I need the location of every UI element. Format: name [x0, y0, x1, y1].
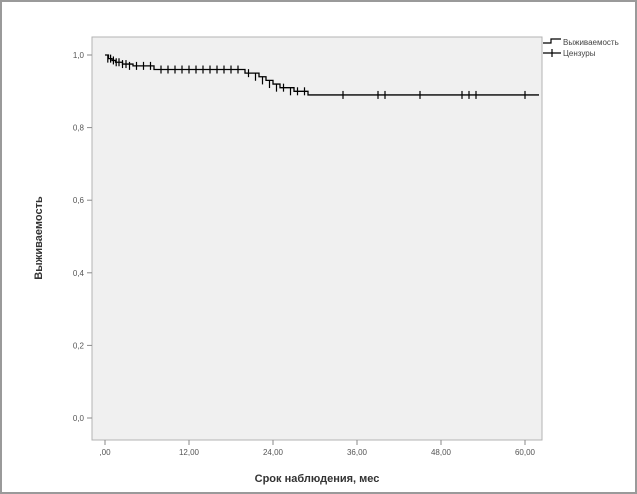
x-tick-label: ,00: [99, 448, 111, 457]
legend-censored-label: Цензуры: [563, 49, 596, 58]
legend-survival-label: Выживаемость: [563, 38, 619, 47]
x-axis: ,00 12,00 24,00 36,00 48,00 60,00: [99, 440, 536, 457]
legend: Выживаемость Цензуры: [543, 38, 619, 58]
x-tick-label: 60,00: [515, 448, 536, 457]
plot-area: [91, 36, 543, 441]
x-tick-label: 36,00: [347, 448, 368, 457]
x-axis-title: Срок наблюдения, мес: [255, 473, 380, 485]
x-tick-label: 12,00: [179, 448, 200, 457]
y-tick-label: 0,4: [73, 269, 85, 278]
y-tick-label: 1,0: [73, 51, 85, 60]
legend-censored-icon: [543, 49, 561, 57]
x-tick-label: 48,00: [431, 448, 452, 457]
y-tick-label: 0,2: [73, 341, 85, 350]
y-tick-label: 0,6: [73, 196, 85, 205]
y-tick-label: 0,8: [73, 124, 85, 133]
legend-survival-icon: [543, 38, 561, 44]
y-axis-title: Выживаемость: [33, 196, 45, 280]
chart-marks: [105, 54, 539, 99]
x-tick-label: 24,00: [263, 448, 284, 457]
y-tick-label: 0,0: [73, 414, 85, 423]
y-axis: 0,0 0,2 0,4 0,6 0,8 1,0: [73, 51, 92, 423]
